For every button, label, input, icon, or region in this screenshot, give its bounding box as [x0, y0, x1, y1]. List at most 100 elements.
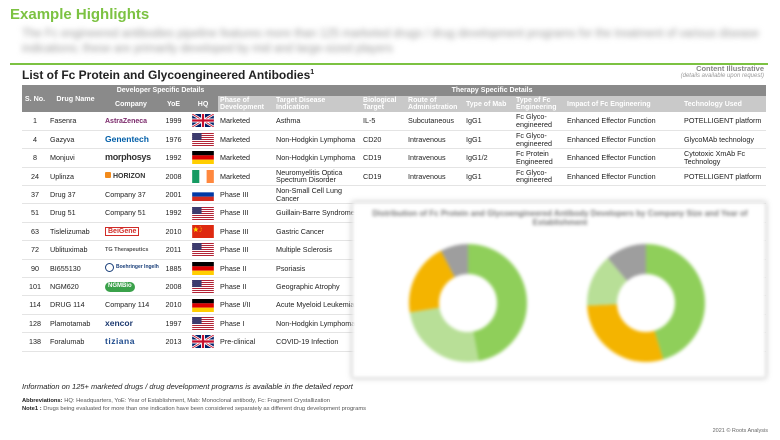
illustrative-label: Content Illustrative — [696, 64, 764, 73]
cell-target: IL-5 — [361, 112, 407, 131]
boehringer-logo-mark — [105, 263, 114, 273]
cell-sno: 101 — [22, 277, 48, 297]
cell-yoe: 2001 — [159, 185, 188, 205]
header-hq: HQ — [188, 96, 219, 112]
cell-indication: Guillain-Barre Syndrome — [274, 203, 362, 223]
cell-yoe: 2011 — [159, 240, 188, 260]
cell-hq — [188, 295, 219, 315]
cell-impact: Enhanced Effector Function — [565, 167, 683, 187]
table-row: 37 Drug 37 Company 37 2001 Phase III Non-Smal… — [22, 185, 767, 205]
uk-flag-icon — [192, 335, 215, 349]
cell-sno: 114 — [22, 295, 48, 315]
genentech-logo: Genentech — [105, 133, 149, 144]
cell-sno: 90 — [22, 259, 48, 279]
cell-yoe: 2013 — [159, 332, 188, 352]
cell-tech: GlycoMAb technology — [682, 130, 767, 150]
cell-mab: IgG1/2 — [464, 148, 515, 168]
us-flag-icon — [192, 206, 214, 220]
us-flag-icon — [192, 133, 214, 147]
tg-therapeutics-logo: TG Therapeutics — [105, 247, 149, 254]
cell-company: NGMBio — [103, 277, 159, 297]
cell-yoe: 2010 — [159, 222, 188, 242]
us-flag-icon — [192, 243, 214, 257]
summary-text: The Fc engineered antibodies pipeline fe… — [22, 28, 760, 55]
cell-hq — [188, 314, 219, 334]
divider — [10, 63, 768, 65]
cell-mab: IgG1 — [464, 130, 515, 150]
cell-impact: Enhanced Effector Function — [565, 112, 683, 131]
cell-sno: 72 — [22, 240, 48, 260]
chart-title: Distribution of Fc Protein and Glycoengi… — [372, 209, 748, 227]
morphosys-logo: morphosys — [105, 152, 151, 163]
table-row: 8 Monjuvi morphosys 1992 Marketed Non-Hodgkin… — [22, 148, 767, 168]
cell-indication: Psoriasis — [274, 259, 362, 279]
cell-phase: Phase III — [218, 222, 275, 242]
russia-flag-icon — [192, 188, 214, 202]
cell-phase: Marketed — [218, 130, 275, 150]
cell-mab: IgG1 — [464, 167, 515, 187]
cell-route: Intravenous — [406, 130, 465, 150]
cell-company: TG Therapeutics — [103, 240, 159, 260]
cell-sno: 4 — [22, 130, 48, 150]
cell-drug-name: BI655130 — [48, 259, 103, 279]
header-target: Biological Target — [361, 96, 407, 112]
cell-route: Intravenous — [406, 148, 465, 168]
cell-tech: POTELLIGENT platform — [682, 112, 767, 131]
cell-company: Boehringer Ingelheim — [103, 259, 159, 279]
cell-sno: 1 — [22, 112, 48, 131]
note-1-label: Note1 : — [22, 406, 42, 412]
cell-indication: COVID-19 Infection — [274, 332, 362, 352]
boehringer-logo-text: Boehringer Ingelheim — [116, 264, 159, 271]
uk-flag-icon — [192, 114, 215, 128]
germany-flag-icon — [192, 151, 214, 165]
company-name: Company 37 — [105, 190, 146, 199]
cell-company: xencor — [103, 314, 159, 334]
header-therapy-group: Therapy Specific Details — [218, 85, 767, 96]
cell-yoe: 2008 — [159, 167, 188, 187]
table-row: 24 Uplinza HORIZON 2008 Marketed Neuromyeliti… — [22, 167, 767, 187]
cell-sno: 8 — [22, 148, 48, 168]
cell-yoe: 1992 — [159, 148, 188, 168]
cell-target: CD19 — [361, 148, 407, 168]
cell-fc-type: Fc Glyco-engineered — [514, 167, 566, 187]
note-1-text: Drugs being evaluated for more than one … — [41, 406, 367, 412]
cell-tech: POTELLIGENT platform — [682, 167, 767, 187]
astrazeneca-logo: AstraZeneca — [105, 117, 148, 125]
header-yoe: YoE — [159, 96, 188, 112]
cell-company: Company 114 — [103, 295, 159, 315]
page-title: Example Highlights — [10, 6, 150, 23]
ireland-flag-icon — [192, 169, 214, 183]
company-name: Company 114 — [105, 300, 150, 310]
cell-yoe: 1885 — [159, 259, 188, 279]
cell-indication: Neuromyelitis Optica Spectrum Disorder — [274, 167, 362, 187]
cell-drug-name: Drug 51 — [48, 203, 103, 223]
horizon-logo-mark — [105, 172, 111, 179]
cell-yoe: 1992 — [159, 203, 188, 223]
cell-hq — [188, 240, 219, 260]
cell-hq — [188, 185, 219, 205]
cell-drug-name: Plamotamab — [48, 314, 103, 334]
cell-phase: Marketed — [218, 167, 275, 187]
header-developer-group: Developer Specific Details — [103, 85, 219, 96]
cell-fc-type: Fc Glyco-engineered — [514, 112, 566, 131]
cell-yoe: 2010 — [159, 295, 188, 315]
cell-sno: 24 — [22, 167, 48, 187]
cell-phase: Pre-clinical — [218, 332, 275, 352]
germany-flag-icon — [192, 261, 214, 275]
cell-hq — [188, 222, 219, 242]
cell-yoe: 1976 — [159, 130, 188, 150]
cell-sno: 128 — [22, 314, 48, 334]
table-row: 4 Gazyva Genentech 1976 Marketed Non-Hodgkin … — [22, 130, 767, 150]
header-drug-name: Drug Name — [48, 85, 103, 112]
cell-phase: Phase II — [218, 259, 275, 279]
header-fc-type: Type of Fc Engineering — [514, 96, 566, 112]
abbreviations-label: Abbreviations: — [22, 398, 63, 404]
cell-phase: Marketed — [218, 112, 275, 131]
cell-hq — [188, 259, 219, 279]
cell-drug-name: Monjuvi — [48, 148, 103, 168]
abbreviations: Abbreviations: HQ: Headquarters, YoE: Ye… — [22, 398, 330, 404]
cell-impact: Enhanced Effector Function — [565, 148, 683, 168]
copyright: 2021 © Roots Analysis — [712, 428, 768, 434]
cell-company: Company 51 — [103, 203, 159, 223]
company-name: Company 51 — [105, 208, 146, 218]
